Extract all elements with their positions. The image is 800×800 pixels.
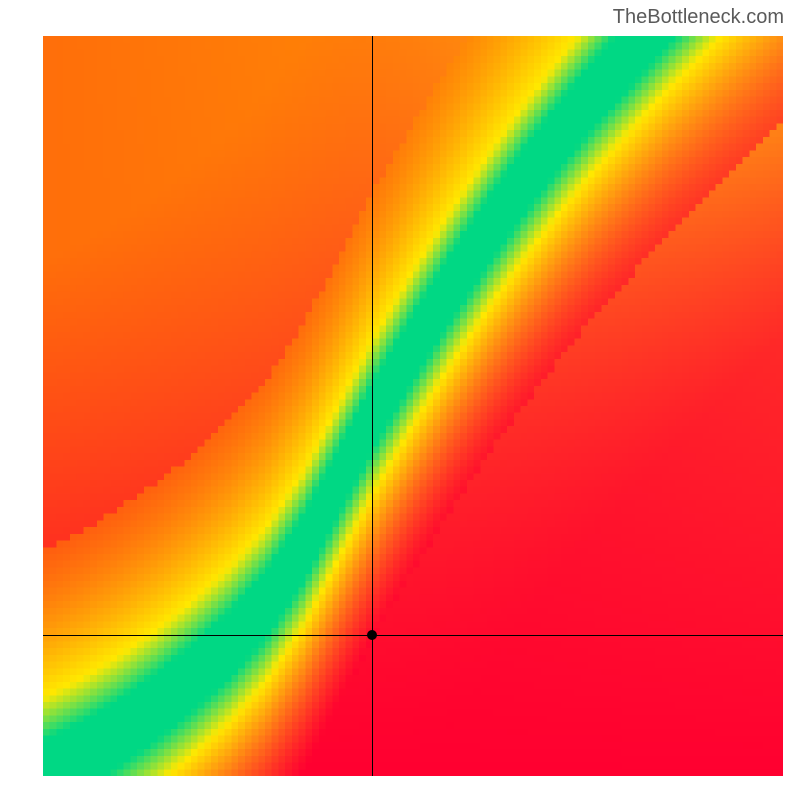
watermark-text: TheBottleneck.com (613, 6, 784, 29)
marker-dot (367, 630, 377, 640)
crosshair-horizontal (43, 635, 783, 636)
chart-container: TheBottleneck.com (0, 0, 800, 800)
heatmap-canvas (43, 36, 783, 776)
crosshair-vertical (372, 36, 373, 776)
